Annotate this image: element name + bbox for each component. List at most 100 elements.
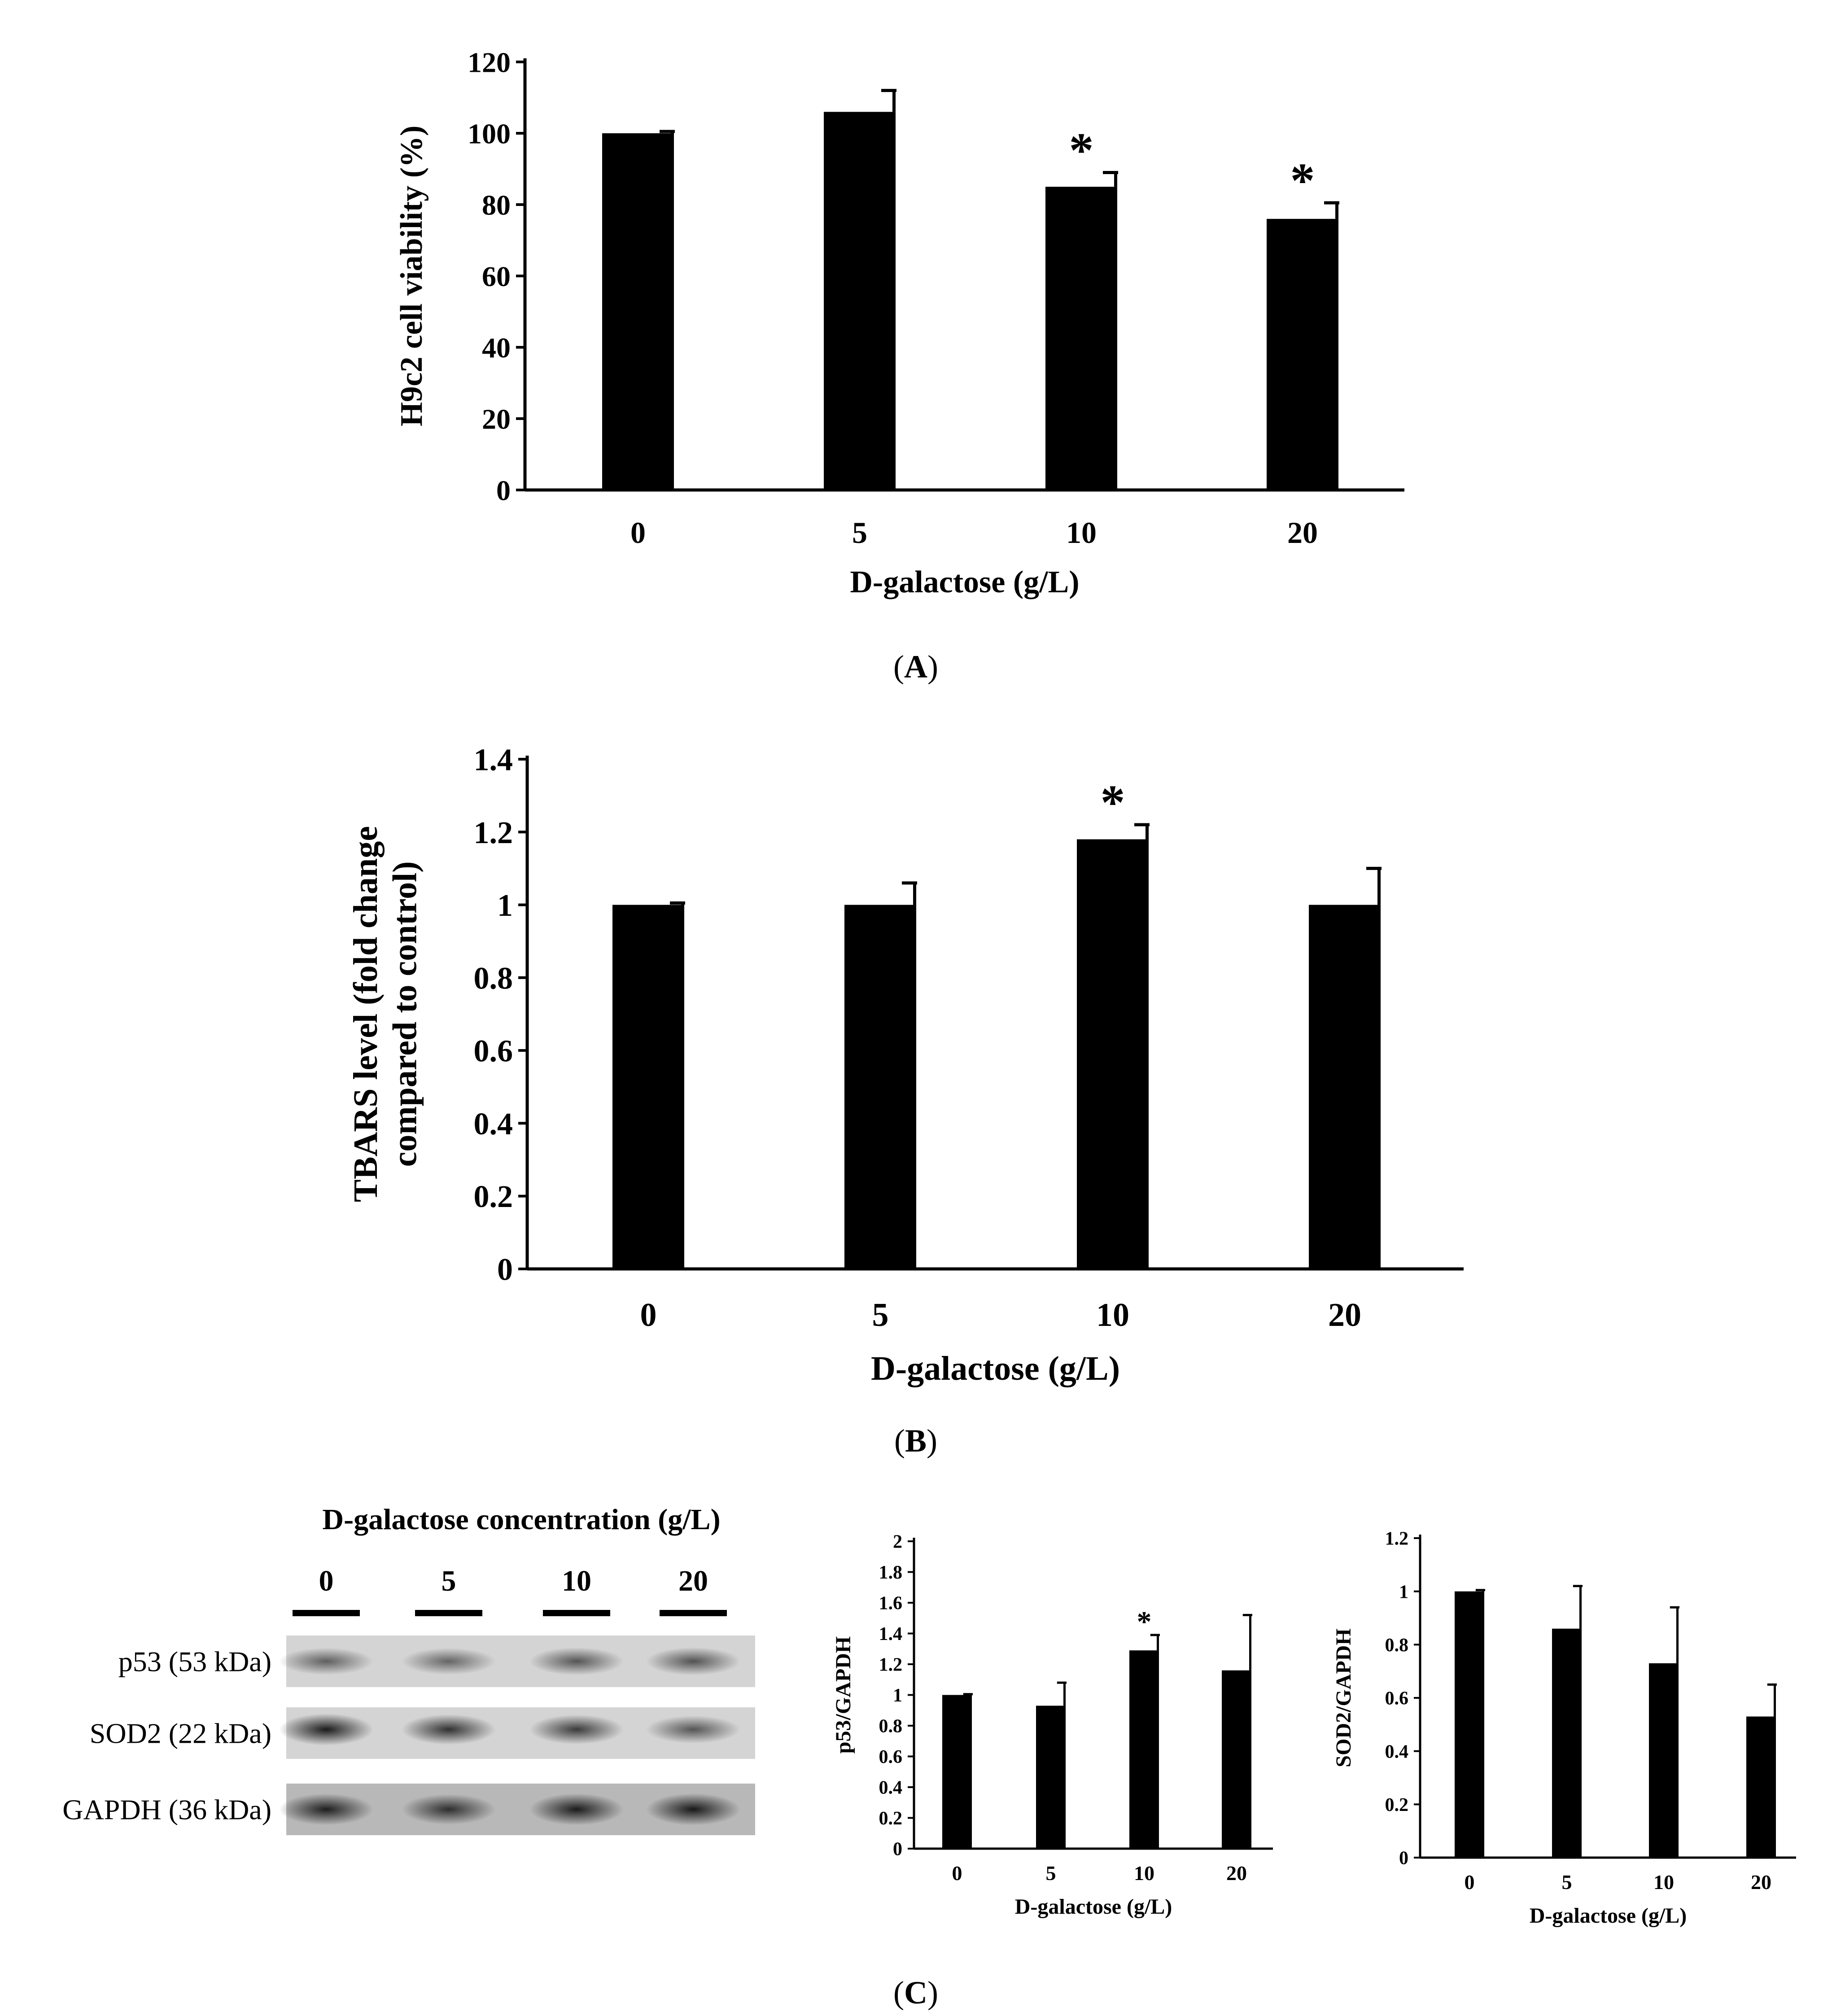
svg-text:(B): (B) xyxy=(894,1423,937,1459)
y-tick-label: 0 xyxy=(497,1253,513,1287)
significance-marker: * xyxy=(1101,775,1125,830)
y-tick-label: 20 xyxy=(482,403,511,435)
x-tick-label: 20 xyxy=(1226,1862,1247,1885)
caption-c: (C) xyxy=(893,1975,938,2011)
x-tick-label: 10 xyxy=(1653,1871,1674,1894)
y-tick-label: 0.6 xyxy=(1385,1688,1409,1709)
y-tick-label: 100 xyxy=(468,118,511,149)
chart-cell-viability: 0 20 40 60 80 100 120 0 5 * 10 * 20 D-galactose (g/L)… xyxy=(394,46,1404,599)
svg-text:(C): (C) xyxy=(893,1975,938,2011)
blot-band xyxy=(402,1714,496,1745)
y-tick-label: 2 xyxy=(893,1532,902,1552)
x-tick-label: 5 xyxy=(1562,1871,1572,1894)
blot-band xyxy=(529,1714,624,1745)
blot-row-label: SOD2 (22 kDa) xyxy=(90,1718,271,1749)
svg-text:(A): (A) xyxy=(893,649,938,685)
y-tick-label: 80 xyxy=(482,189,511,221)
western-blot: D-galactose concentration (g/L) 0 5 10 20 p… xyxy=(62,1503,755,1835)
blot-row-label: GAPDH (36 kDa) xyxy=(62,1794,271,1826)
blot-lane-marker xyxy=(660,1610,727,1616)
bar xyxy=(824,112,896,490)
bar xyxy=(844,905,916,1269)
blot-lane-label: 10 xyxy=(562,1565,591,1597)
y-tick-label: 0.6 xyxy=(879,1747,903,1767)
y-tick-label: 0.8 xyxy=(879,1716,903,1737)
x-tick-label: 10 xyxy=(1096,1297,1129,1334)
blot-band xyxy=(529,1793,624,1825)
y-tick-label: 0 xyxy=(1399,1848,1408,1869)
y-axis-label: SOD2/GAPDH xyxy=(1332,1628,1355,1767)
y-tick-label: 1.2 xyxy=(879,1655,903,1675)
y-axis-label: H9c2 cell viability (%) xyxy=(394,126,429,427)
y-tick-label: 0.4 xyxy=(879,1778,903,1798)
y-tick-label: 0.6 xyxy=(474,1034,513,1069)
blot-band xyxy=(402,1648,496,1675)
blot-row-label: p53 (53 kDa) xyxy=(118,1646,271,1678)
blot-band xyxy=(646,1715,740,1744)
bar xyxy=(1552,1628,1582,1858)
x-tick-label: 5 xyxy=(872,1297,889,1334)
y-axis-label: p53/GAPDH xyxy=(831,1636,855,1754)
y-tick-label: 1.4 xyxy=(474,743,513,778)
blot-lane-marker xyxy=(293,1610,360,1616)
x-tick-label: 20 xyxy=(1328,1297,1361,1334)
bar xyxy=(1129,1650,1159,1849)
x-tick-label: 0 xyxy=(630,516,646,550)
chart-p53-gapdh: 00.20.40.60.811.21.41.61.820 5*10 20D-gala… xyxy=(831,1532,1273,1919)
blot-row: SOD2 (22 kDa) xyxy=(90,1707,755,1759)
caption-c-letter: C xyxy=(904,1975,927,2011)
blot-title: D-galactose concentration (g/L) xyxy=(322,1503,720,1536)
x-tick-label: 10 xyxy=(1066,516,1097,550)
y-tick-label: 1.6 xyxy=(879,1593,903,1614)
significance-marker: * xyxy=(1137,1605,1152,1638)
bar xyxy=(1455,1591,1484,1858)
x-axis-label: D-galactose (g/L) xyxy=(1015,1895,1172,1919)
x-tick-label: 0 xyxy=(1465,1871,1475,1894)
blot-lane-marker xyxy=(543,1610,610,1616)
bar xyxy=(602,133,674,490)
caption-a-letter: A xyxy=(904,649,927,685)
y-tick-label: 1.8 xyxy=(879,1562,903,1583)
y-tick-label: 0.2 xyxy=(879,1808,903,1829)
blot-row: GAPDH (36 kDa) xyxy=(62,1784,755,1835)
x-tick-label: 0 xyxy=(952,1862,962,1885)
blot-band xyxy=(529,1647,624,1675)
bar xyxy=(1649,1663,1679,1858)
significance-marker: * xyxy=(1069,122,1094,177)
bar xyxy=(1045,187,1117,490)
bar xyxy=(1222,1670,1251,1849)
y-axis-label: TBARS level (fold change xyxy=(347,826,385,1202)
y-tick-label: 0.8 xyxy=(474,961,513,996)
y-tick-label: 0.2 xyxy=(474,1180,513,1214)
y-tick-label: 1 xyxy=(893,1685,902,1706)
blot-band xyxy=(279,1714,373,1745)
x-axis-label: D-galactose (g/L) xyxy=(871,1350,1120,1387)
y-tick-label: 0.2 xyxy=(1385,1795,1409,1815)
blot-lane-label: 5 xyxy=(442,1565,456,1597)
caption-a: (A) xyxy=(893,649,938,685)
y-tick-label: 40 xyxy=(482,332,511,363)
x-axis-label: D-galactose (g/L) xyxy=(850,565,1079,599)
chart-tbars-level: 0 0.2 0.4 0.6 0.8 1 1.2 1.4 0 5 * 10 20 D-galactose (… xyxy=(347,743,1464,1387)
chart-sod2-gapdh: 0 0.2 0.4 0.6 0.8 1 1.2 0 5 10 20 D-galactose (g/L)… xyxy=(1332,1529,1796,1928)
y-tick-label: 1 xyxy=(1399,1582,1408,1602)
y-tick-label: 120 xyxy=(468,46,511,78)
blot-row: p53 (53 kDa) xyxy=(118,1636,755,1687)
bar xyxy=(1036,1706,1066,1849)
x-axis-label: D-galactose (g/L) xyxy=(1530,1904,1687,1928)
blot-band xyxy=(279,1648,373,1675)
caption-b: (B) xyxy=(894,1423,937,1459)
blot-band xyxy=(402,1794,496,1825)
y-tick-label: 0.8 xyxy=(1385,1635,1409,1656)
y-tick-label: 1.2 xyxy=(1385,1529,1409,1549)
blot-lane-label: 0 xyxy=(319,1565,334,1597)
x-tick-label: 0 xyxy=(640,1297,657,1334)
x-tick-label: 5 xyxy=(852,516,867,550)
y-tick-label: 0 xyxy=(893,1839,902,1860)
bar xyxy=(942,1695,972,1849)
bar xyxy=(1077,839,1149,1269)
x-tick-label: 20 xyxy=(1287,516,1318,550)
bar xyxy=(1746,1716,1776,1858)
x-tick-label: 10 xyxy=(1134,1862,1154,1885)
